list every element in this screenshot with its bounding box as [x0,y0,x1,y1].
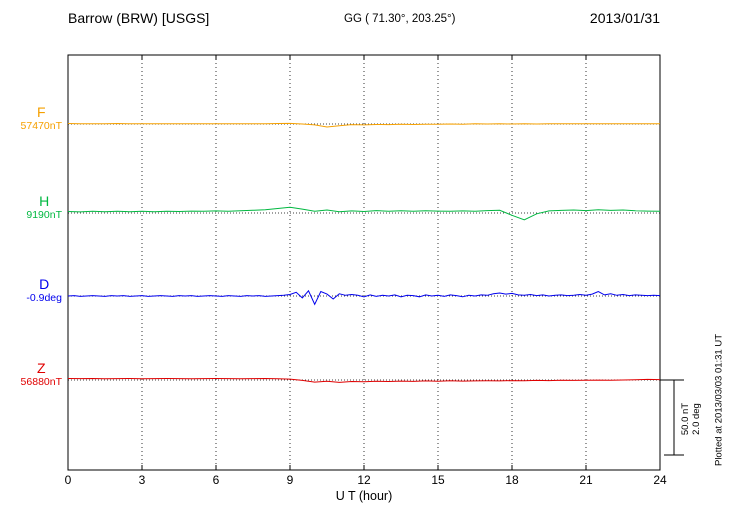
trace-D [67,289,661,306]
trace-F [67,122,661,128]
x-tick-label: 24 [653,473,667,487]
scale-deg-label: 2.0 deg [691,403,702,435]
station-title: Barrow (BRW) [USGS] [68,10,210,26]
x-tick-label: 15 [431,473,445,487]
series-baseline-value-H: 9190nT [26,209,62,221]
series-baseline-value-F: 57470nT [20,120,62,132]
plotted-at-note: Plotted at 2013/03/03 01:31 UT [713,333,725,467]
x-tick-label: 21 [579,473,593,487]
series-label-D: D -0.9deg [26,276,62,305]
series-label-Z: Z 56880nT [20,360,62,389]
series-letter-F: F [36,104,46,120]
series-baseline-value-D: -0.9deg [26,292,62,304]
geographic-coords: GG ( 71.30°, 203.25°) [344,13,456,25]
x-tick-label: 6 [212,473,220,487]
series-letter-Z: Z [36,360,46,376]
x-tick-label: 0 [64,473,72,487]
x-tick-label: 3 [138,473,146,487]
x-tick-label: 18 [505,473,519,487]
series-letter-H: H [39,193,50,209]
trace-H [67,206,661,221]
x-tick-label: 12 [357,473,371,487]
series-label-F: F 57470nT [20,104,62,133]
x-axis-label: U T (hour) [335,489,393,503]
scale-bar-labels: 50.0 nT 2.0 deg [680,403,702,435]
scale-nt-label: 50.0 nT [680,402,691,436]
series-letter-D: D [39,276,50,292]
trace-Z [67,377,661,383]
plot-date: 2013/01/31 [589,10,660,26]
series-label-H: H 9190nT [26,193,62,222]
x-tick-label: 9 [286,473,294,487]
series-baseline-value-Z: 56880nT [20,376,62,388]
